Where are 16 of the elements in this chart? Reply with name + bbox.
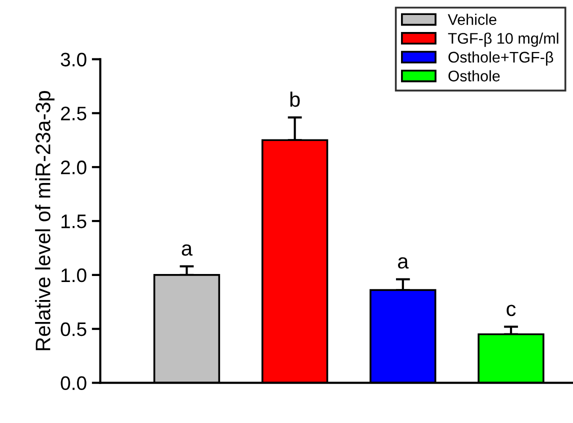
y-tick-label: 2.0 [61,160,86,174]
legend-label: TGF-β 10 mg/ml [448,32,558,47]
y-axis-title: Relative level of miR-23a-3p [35,91,54,350]
legend-label: Osthole+TGF-β [448,51,554,66]
y-tick-label: 1.5 [62,214,86,228]
y-tick-label: 2.5 [61,106,86,120]
y-tick-label: 0.0 [60,376,86,390]
legend-label: Osthole [448,70,500,82]
legend-label: Vehicle [448,14,496,25]
annotation: a [182,244,193,256]
annotation: a [398,257,409,269]
annotation: c [506,304,516,316]
annotation: b [290,92,300,107]
y-tick-label: 3.0 [60,52,86,66]
y-tick-label: 1.0 [62,268,86,282]
y-tick-label: 0.5 [60,322,86,336]
